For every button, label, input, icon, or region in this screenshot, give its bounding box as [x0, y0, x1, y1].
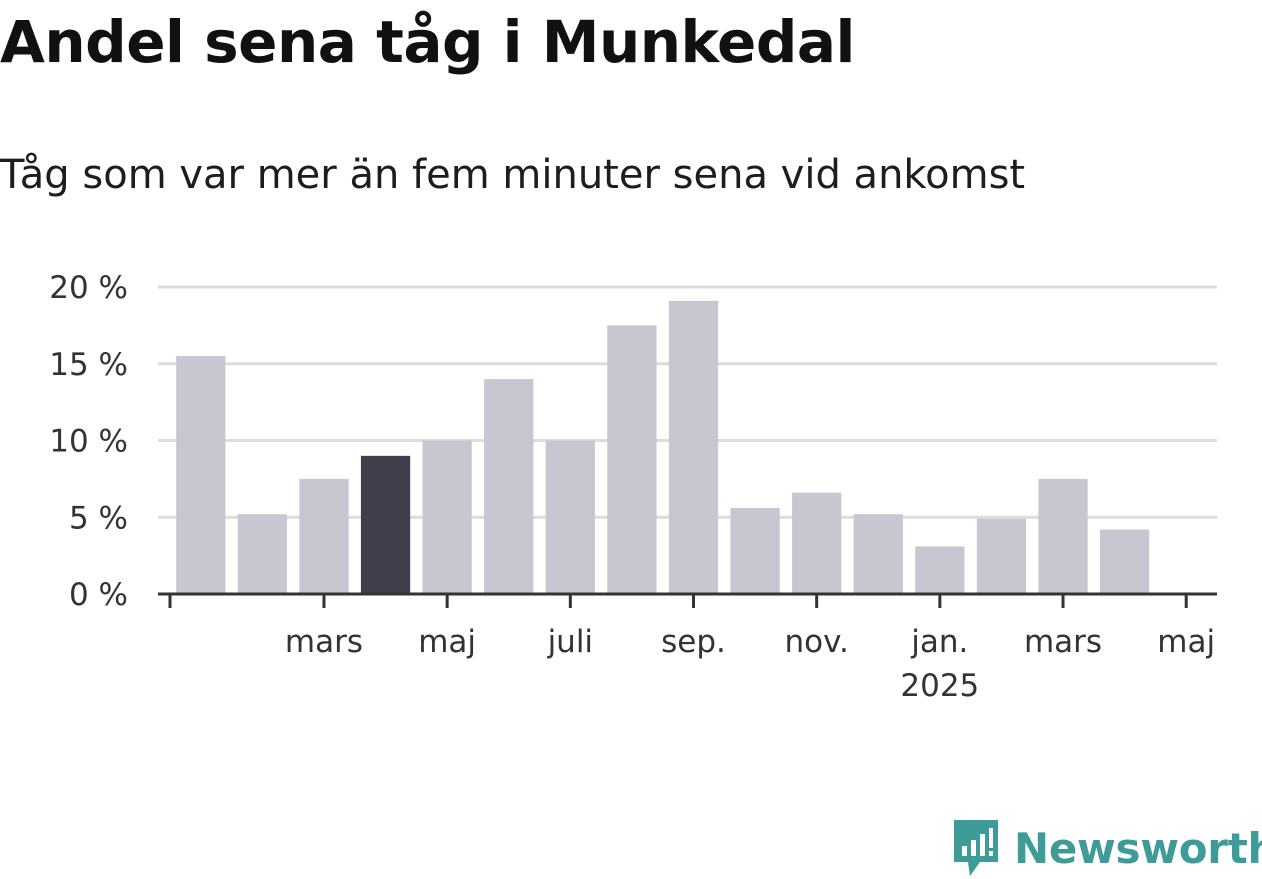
y-axis: 0 % 5 % 10 % 15 % 20 %: [49, 270, 128, 613]
x-tick-label: maj: [1157, 624, 1215, 660]
y-tick-label: 20 %: [49, 270, 128, 306]
brand-name: Newsworthy: [1014, 823, 1262, 873]
y-tick-label: 15 %: [49, 347, 128, 383]
x-tick-label: sep.: [661, 624, 726, 660]
chart-title: Andel sena tåg i Munkedal: [0, 8, 855, 76]
bar: [176, 356, 226, 594]
bar: [545, 440, 595, 594]
x-tick-label: mars: [1024, 624, 1102, 660]
bar: [1099, 529, 1150, 594]
bar: [607, 325, 657, 594]
bar: [976, 518, 1027, 594]
bar: [360, 455, 411, 594]
x-tick-label: mars: [285, 624, 363, 660]
x-tick-label: maj: [418, 624, 476, 660]
newsworthy-logo-icon: [954, 820, 998, 876]
bar: [792, 492, 842, 594]
bar: [668, 300, 719, 594]
bar: [853, 514, 903, 594]
chart-subtitle: Tåg som var mer än fem minuter sena vid …: [0, 152, 1026, 198]
y-tick-label: 10 %: [49, 424, 128, 460]
x-axis: mars maj juli sep. nov. jan. 2025 mars maj: [158, 592, 1217, 704]
x-tick-year-label: 2025: [900, 668, 979, 704]
bar: [484, 379, 534, 594]
y-tick-label: 5 %: [69, 500, 128, 536]
brand-logo: Newsworthy: [950, 818, 1262, 878]
bar: [1038, 478, 1088, 594]
x-tick-label: nov.: [784, 624, 848, 660]
bar: [915, 546, 965, 594]
bar: [299, 478, 349, 594]
x-tick-label: jan.: [910, 624, 968, 660]
x-tick-label: juli: [547, 624, 594, 660]
bars: [176, 300, 1150, 594]
y-tick-label: 0 %: [69, 577, 128, 613]
bar: [237, 514, 288, 594]
bar: [422, 440, 472, 594]
bar: [730, 508, 780, 594]
